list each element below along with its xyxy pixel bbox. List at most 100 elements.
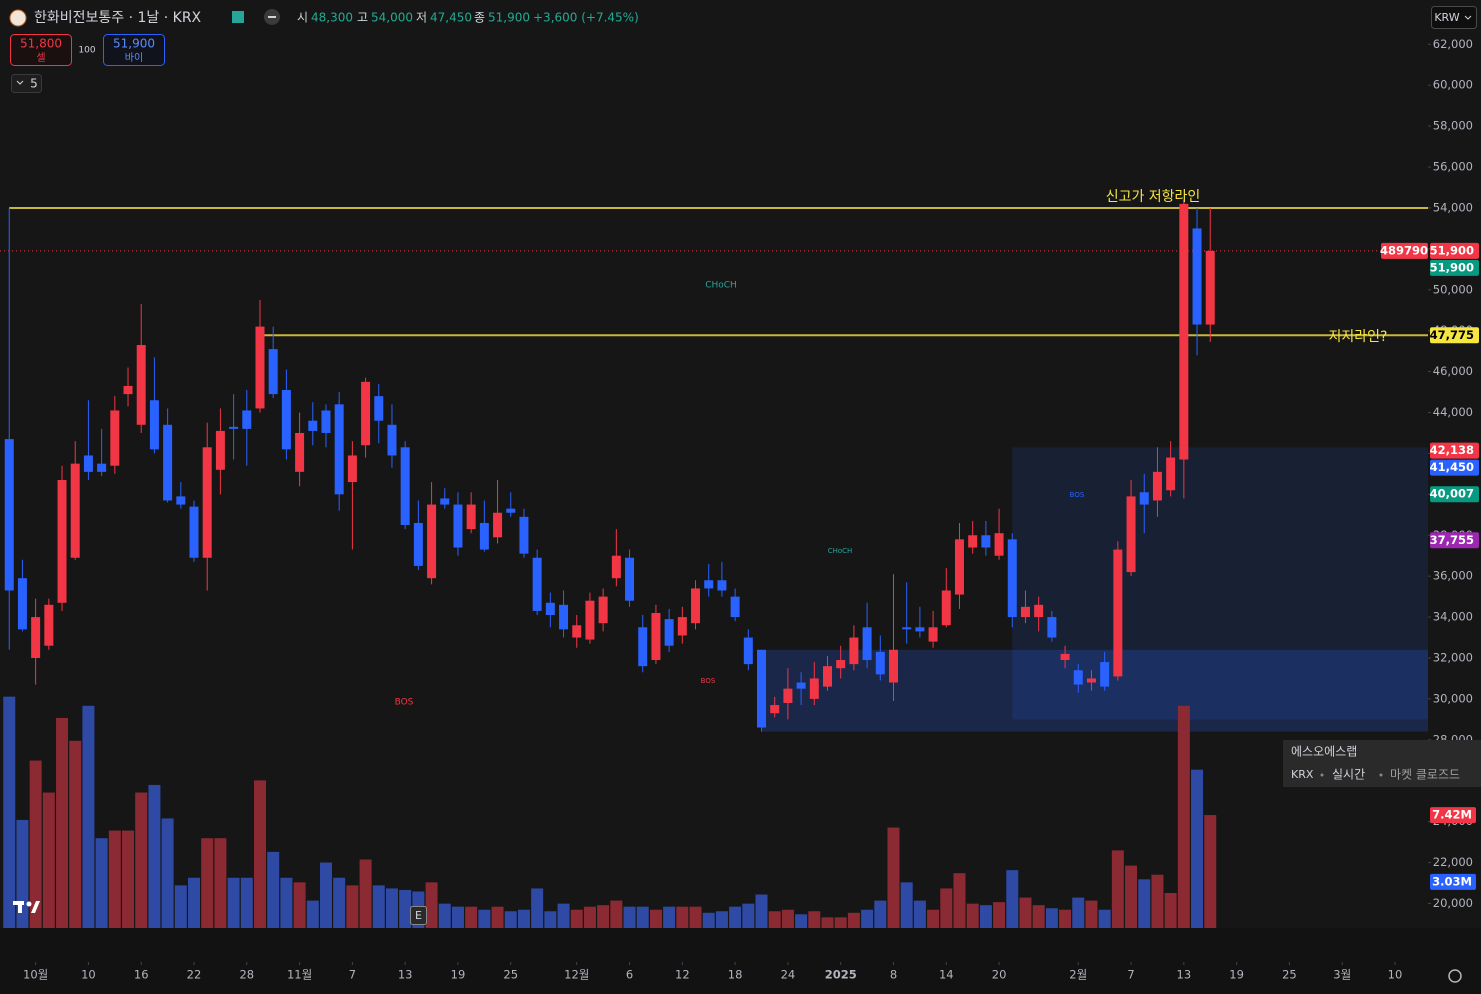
candle-body [466,504,476,530]
price-tag-label: 40,007 [1430,487,1474,501]
candle-body [215,430,225,470]
candle-body [545,602,555,616]
volume-bar [108,830,121,928]
volume-bar [1125,865,1138,928]
candle-body [783,688,793,703]
candle-body [242,410,252,429]
currency: KRW [1434,11,1459,24]
candle-body [519,516,529,554]
x-tick-label: 12월 [564,968,589,982]
volume-bar [16,819,29,928]
volume-bar [887,827,900,928]
candle-body [770,705,780,714]
candle-body [453,504,463,548]
candle-body [334,404,344,495]
x-tick-label: 2월 [1069,968,1087,982]
candle-body [757,649,767,728]
chevron [1464,15,1472,20]
candle-body [915,627,925,632]
y-tick-label: 60,000 [1433,78,1473,92]
volume-bar [29,760,42,928]
hline-label: 지지라인? [1329,329,1388,345]
candle-body [928,627,938,642]
x-tick-label: 10 [1388,968,1403,982]
candle-body [611,555,621,579]
volume-bar [544,911,557,928]
x-tick-label: 22 [187,968,202,982]
sell-price: 51,800 [20,37,62,51]
volume-bar [1072,897,1085,928]
x-tick-label: 20 [992,968,1007,982]
candle-body [202,447,212,558]
candle-body [902,627,912,630]
volume-bar [742,903,755,928]
candle-body [321,410,331,433]
candle-body [189,506,199,558]
popup-box [1283,740,1481,787]
candle-body [532,557,542,611]
price-tag [1430,259,1479,276]
y-tick-label: 58,000 [1433,119,1473,133]
dropdown-value: 5 [30,77,38,91]
y-tick-label: 34,000 [1433,610,1473,624]
buy-button[interactable]: 51,900 바이 [103,34,165,66]
x-tick-label: 11월 [287,968,312,982]
price-tag-label: 41,450 [1430,460,1474,474]
price-tag-label: 51,900 [1430,243,1474,257]
x-tick-label: 12 [675,968,690,982]
volume-bar [874,900,887,928]
volume-bar [425,882,438,928]
symbol-logo [9,9,27,27]
buy-box [103,34,165,66]
price-tag-label: 42,138 [1430,443,1474,457]
candle-body [849,637,859,665]
volume-bar [399,889,412,928]
volume-bar [1151,874,1164,928]
candle-body [268,349,278,395]
dropdown-box [11,74,42,93]
volume-bar [42,792,55,928]
candle-body [704,580,714,589]
volume-bar [966,903,979,928]
settings-button[interactable] [1448,969,1462,983]
countdown-tag [1381,242,1428,259]
x-tick-label: 7 [349,968,356,982]
ohlc-value: 51,900 [488,11,530,25]
price-tag-label: 51,900 [1430,260,1474,274]
sell-button[interactable]: 51,800 셀 [10,34,72,66]
candle-body [664,619,674,646]
price-tag [1430,442,1479,459]
back-layer [3,447,1428,928]
event-marker-box[interactable] [410,906,427,925]
y-tick-label: 56,000 [1433,160,1473,174]
candle-body [1086,678,1096,683]
currency-button[interactable]: KRW [1431,6,1477,29]
logo-part [18,901,22,913]
mid-layer: 20,00022,00024,00026,00028,00030,00032,0… [0,37,1473,982]
price-tag-label: 37,755 [1430,533,1474,547]
front-layer: 신고가 저항라인 지지라인? CHoCH BOS BOS CHoCH BOS 한… [9,6,1481,983]
volume-bar [56,717,69,928]
candle-body [1007,539,1017,618]
candle-body [875,651,885,675]
candle-body [400,447,410,526]
candle-body [123,385,133,395]
volume-bar [95,838,108,928]
candle-body [638,627,648,667]
interval-dropdown[interactable]: 5 [11,74,42,93]
volume-bar [201,838,214,928]
popup-status: 마켓 클로즈드 [1390,768,1460,782]
volume-bar [240,877,253,928]
volume-bar [227,877,240,928]
price-tag [1430,242,1479,259]
volume-bar [953,873,966,928]
volume-bar [267,851,280,928]
x-tick-label: 25 [1282,968,1297,982]
volume-bar [597,905,610,928]
candle-body [427,504,437,579]
volume-bar [557,903,570,928]
y-tick-label: 30,000 [1433,691,1473,705]
volume-bar [491,906,504,928]
volume-bar [623,906,636,928]
volume-bar [913,900,926,928]
